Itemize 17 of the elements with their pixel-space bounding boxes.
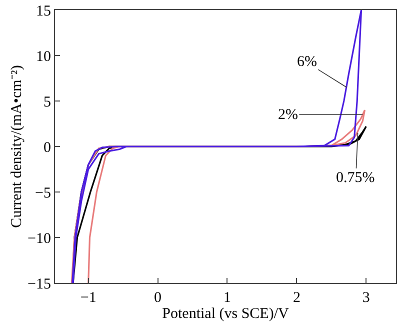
- y-tick-label: 15: [36, 3, 51, 20]
- y-tick-label: −5: [35, 185, 51, 202]
- y-axis-title: Current density/(mA•cm⁻²): [8, 65, 25, 228]
- y-tick-label: 0: [44, 140, 51, 156]
- x-tick-label: 2: [292, 290, 300, 306]
- annotation: 2%: [278, 107, 298, 123]
- annotation: 0.75%: [336, 170, 375, 186]
- y-tick-label: −15: [28, 276, 51, 292]
- y-tick-label: 10: [36, 48, 51, 65]
- x-tick-label: 3: [362, 290, 370, 306]
- y-tick-label: −10: [28, 230, 51, 247]
- y-tick-label: 5: [44, 94, 51, 110]
- x-tick-label: −1: [80, 290, 96, 306]
- x-tick-label: 0: [154, 290, 162, 306]
- x-axis-title: Potential (vs SCE)/V: [162, 306, 289, 322]
- annotation: 6%: [297, 54, 317, 70]
- x-tick-label: 1: [223, 290, 231, 306]
